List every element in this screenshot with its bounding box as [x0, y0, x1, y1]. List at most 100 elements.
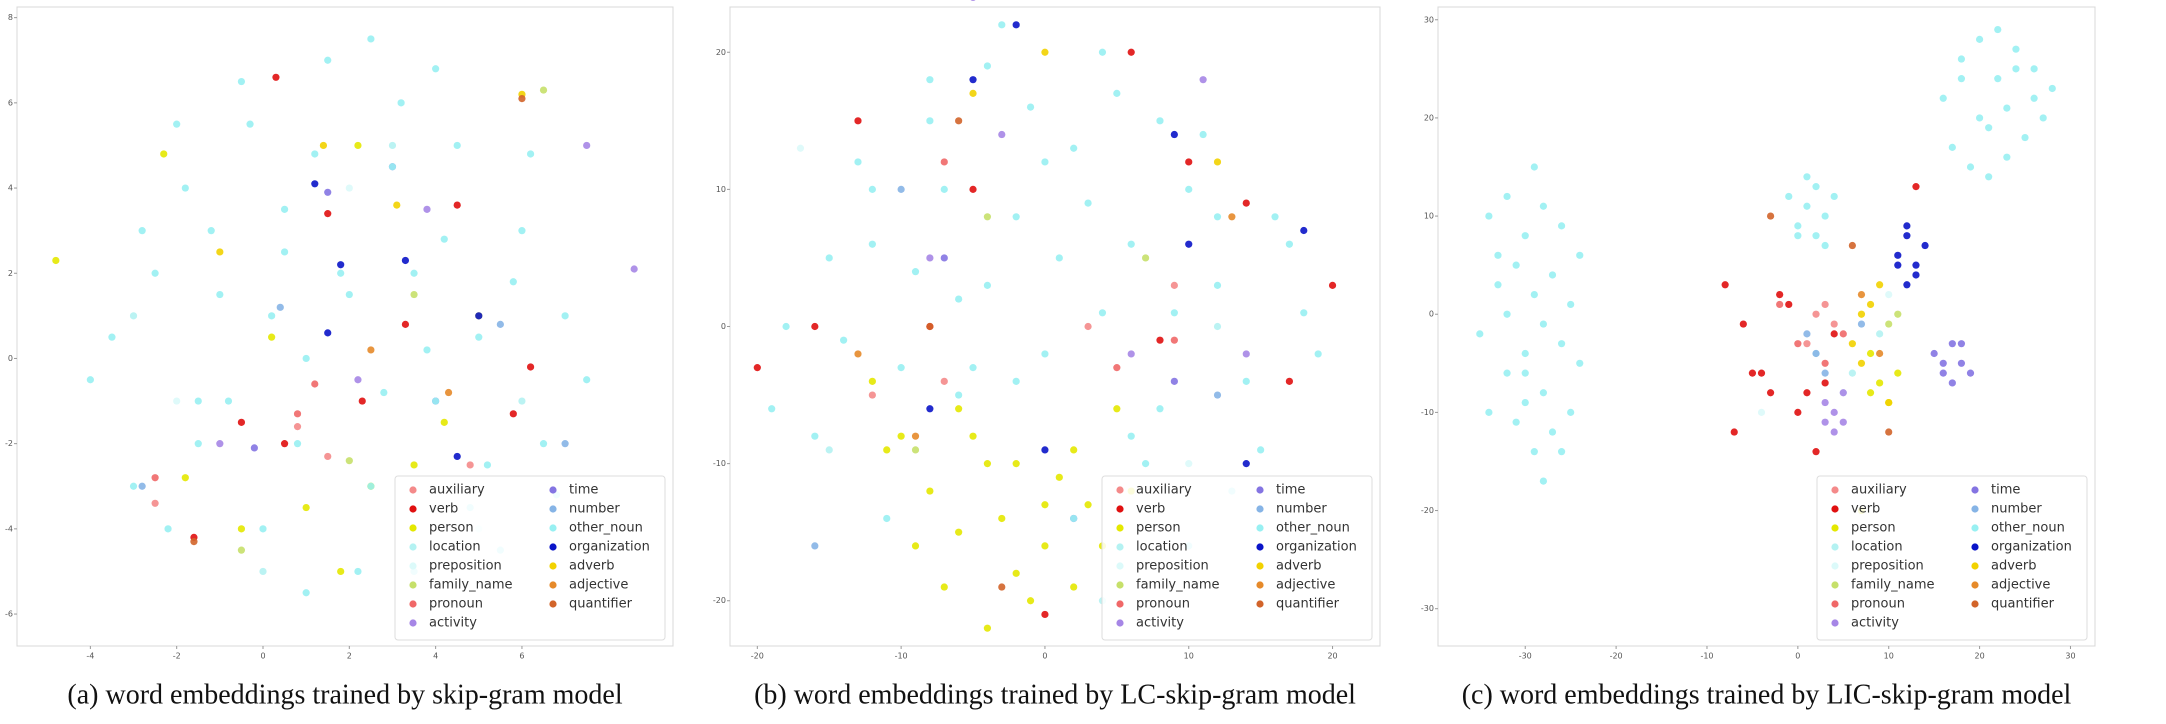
point [969, 432, 977, 440]
point [1776, 300, 1784, 309]
point [1912, 261, 1920, 269]
point [868, 377, 876, 385]
legend-marker [1831, 562, 1839, 570]
legend-marker [1256, 486, 1264, 494]
point [1503, 310, 1511, 318]
legend-marker [1256, 505, 1264, 513]
point [1300, 226, 1308, 235]
point [1739, 320, 1747, 328]
point [969, 89, 977, 97]
legend-label: family_name [1136, 578, 1220, 593]
legend-marker [1116, 619, 1124, 627]
y-tick-label: -20 [1421, 506, 1434, 515]
point [1185, 460, 1193, 468]
point [1994, 25, 2002, 34]
point [1821, 212, 1829, 220]
point [1957, 359, 1966, 367]
point [897, 364, 905, 372]
legend-marker [1831, 543, 1839, 551]
point [1957, 75, 1966, 83]
point [367, 482, 375, 490]
point [1894, 369, 1902, 377]
point [825, 254, 833, 262]
point [1803, 173, 1811, 181]
legend-box [1816, 475, 2088, 641]
legend-marker [549, 562, 557, 570]
point [1857, 290, 1866, 299]
point [1530, 290, 1538, 299]
point [811, 542, 819, 550]
point [1857, 310, 1866, 318]
point [1821, 398, 1829, 407]
point [388, 163, 397, 171]
point [1985, 173, 1993, 181]
point [998, 21, 1006, 29]
point [1876, 349, 1884, 358]
point [1257, 446, 1265, 454]
point [190, 538, 198, 546]
legend-marker [409, 524, 417, 532]
point [324, 56, 332, 64]
point [151, 269, 159, 277]
legend-marker [549, 524, 557, 532]
legend-label: number [569, 502, 620, 517]
point [940, 158, 948, 166]
point [1012, 21, 1020, 29]
point [358, 397, 366, 405]
point [1548, 271, 1557, 279]
legend-marker [1831, 600, 1839, 608]
point [268, 312, 276, 320]
point [983, 62, 992, 70]
point [475, 333, 483, 341]
point [1766, 212, 1775, 220]
point [1041, 542, 1049, 550]
point [483, 461, 492, 469]
point [1026, 103, 1035, 111]
legend-label: verb [1136, 502, 1165, 517]
point [561, 440, 569, 448]
point [854, 350, 862, 358]
point [380, 388, 388, 397]
point [1012, 460, 1020, 468]
legend-marker [1831, 505, 1839, 513]
point [1848, 340, 1856, 348]
x-tick-label: 4 [433, 652, 438, 661]
point [1857, 359, 1866, 367]
legend-label: pronoun [1136, 597, 1190, 612]
legend-label: activity [429, 616, 477, 631]
point [970, 0, 976, 2]
legend-label: adverb [1991, 559, 2037, 574]
point [868, 240, 876, 248]
point [1539, 202, 1548, 210]
point [1084, 199, 1092, 207]
point [1576, 359, 1584, 367]
point [1185, 158, 1193, 166]
point [1794, 408, 1802, 416]
point [1567, 300, 1575, 309]
point [969, 185, 977, 193]
point [1041, 48, 1049, 56]
point [969, 76, 977, 84]
point [539, 440, 548, 448]
legend-marker [549, 505, 557, 513]
point [1885, 290, 1893, 299]
point [367, 35, 375, 43]
point [1055, 254, 1063, 262]
point [432, 397, 440, 405]
point [897, 432, 905, 440]
point [324, 452, 332, 461]
point [237, 77, 246, 86]
point [1785, 192, 1793, 201]
point [410, 290, 418, 299]
x-tick-label: 0 [1042, 652, 1047, 661]
y-tick-label: 2 [8, 269, 13, 278]
point [1530, 448, 1538, 456]
legend-label: preposition [429, 559, 502, 574]
point [1748, 369, 1757, 377]
x-tick-label: -20 [751, 652, 764, 661]
point [825, 446, 833, 454]
point [1830, 428, 1838, 436]
legend-label: location [1136, 540, 1188, 555]
